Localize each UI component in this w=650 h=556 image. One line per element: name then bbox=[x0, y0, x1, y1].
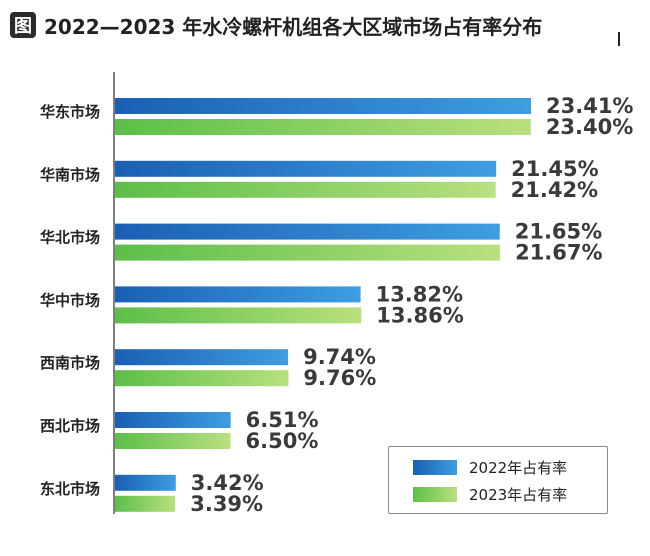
legend-swatch-2023 bbox=[413, 487, 457, 502]
bar-2023 bbox=[115, 119, 531, 135]
data-label: 21.45% bbox=[511, 157, 598, 181]
data-label: 3.42% bbox=[191, 471, 264, 495]
data-label: 9.76% bbox=[303, 366, 376, 390]
data-label: 23.40% bbox=[546, 115, 633, 139]
bar-2023 bbox=[115, 495, 176, 512]
data-label: 21.42% bbox=[511, 178, 598, 202]
chart-title: 2022—2023 年水冷螺杆机组各大区域市场占有率分布 bbox=[44, 14, 543, 39]
category-label: 西南市场 bbox=[40, 354, 100, 372]
data-label: 9.74% bbox=[303, 345, 376, 369]
category-label: 西北市场 bbox=[40, 417, 100, 435]
bar-2023 bbox=[115, 433, 231, 449]
data-label: 3.39% bbox=[190, 492, 263, 516]
legend-item-2022: 2022年占有率 bbox=[413, 457, 567, 478]
data-label: 6.51% bbox=[246, 408, 319, 432]
category-label: 东北市场 bbox=[40, 480, 100, 498]
data-label: 13.86% bbox=[376, 303, 463, 327]
bar-2023 bbox=[115, 181, 496, 198]
category-label: 华中市场 bbox=[40, 291, 100, 309]
title-divider bbox=[618, 32, 620, 46]
category-label: 华北市场 bbox=[40, 229, 100, 247]
category-label: 华南市场 bbox=[40, 166, 100, 184]
bar-2022 bbox=[115, 412, 231, 428]
legend-swatch-2022 bbox=[413, 460, 457, 475]
data-label: 23.41% bbox=[546, 94, 633, 118]
bar-2022 bbox=[115, 349, 289, 366]
data-label: 21.65% bbox=[515, 220, 602, 244]
bar-2023 bbox=[115, 307, 362, 324]
bar-2023 bbox=[115, 244, 501, 261]
bar-2023 bbox=[115, 370, 289, 387]
bar-2022 bbox=[115, 286, 361, 303]
data-label: 13.82% bbox=[376, 282, 463, 306]
data-label: 21.67% bbox=[515, 241, 602, 265]
bar-2022 bbox=[115, 474, 176, 491]
bar-2022 bbox=[115, 223, 500, 240]
legend-item-2023: 2023年占有率 bbox=[413, 484, 567, 505]
category-label: 华东市场 bbox=[40, 103, 100, 121]
chart-title-row: 图 2022—2023 年水冷螺杆机组各大区域市场占有率分布 bbox=[10, 6, 542, 44]
legend-label-2023: 2023年占有率 bbox=[469, 486, 568, 504]
bar-2022 bbox=[115, 160, 497, 177]
data-label: 6.50% bbox=[246, 429, 319, 453]
bar-2022 bbox=[115, 98, 531, 114]
legend-label-2022: 2022年占有率 bbox=[469, 459, 568, 477]
figure-icon: 图 bbox=[10, 12, 36, 38]
chart-legend: 2022年占有率 2023年占有率 bbox=[388, 446, 608, 514]
